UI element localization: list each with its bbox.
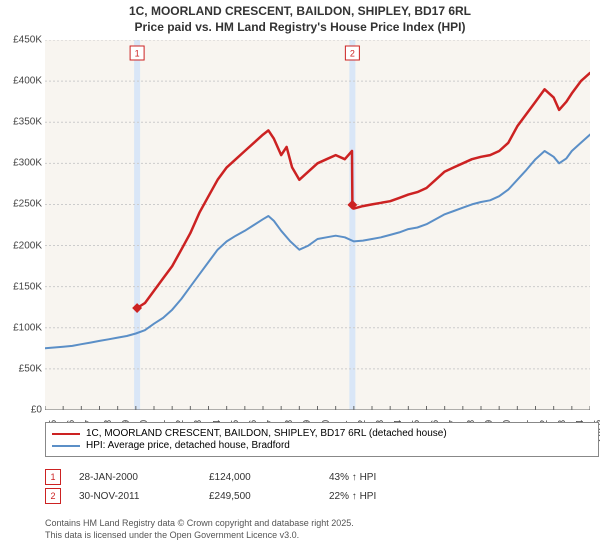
sales-table: 1 28-JAN-2000 £124,000 43% ↑ HPI 2 30-NO… <box>45 466 449 507</box>
svg-text:2: 2 <box>350 49 355 59</box>
y-tick-label: £350K <box>2 117 42 128</box>
y-tick-label: £300K <box>2 158 42 169</box>
title-line-1: 1C, MOORLAND CRESCENT, BAILDON, SHIPLEY,… <box>0 4 600 20</box>
sale-badge-1: 1 <box>45 469 61 485</box>
plot-area: 12 <box>45 40 590 410</box>
sale-date-2: 30-NOV-2011 <box>79 491 209 502</box>
sale-price-2: £249,500 <box>209 491 329 502</box>
y-tick-label: £150K <box>2 281 42 292</box>
y-tick-label: £400K <box>2 76 42 87</box>
svg-text:1: 1 <box>135 49 140 59</box>
sale-delta-1: 43% ↑ HPI <box>329 472 449 483</box>
legend-item-hpi: HPI: Average price, detached house, Brad… <box>52 440 592 451</box>
plot-svg: 12 <box>45 40 590 410</box>
chart-container: 1C, MOORLAND CRESCENT, BAILDON, SHIPLEY,… <box>0 0 600 560</box>
legend-label-hpi: HPI: Average price, detached house, Brad… <box>86 440 290 451</box>
legend: 1C, MOORLAND CRESCENT, BAILDON, SHIPLEY,… <box>45 422 599 457</box>
y-tick-label: £100K <box>2 322 42 333</box>
attribution-line-1: Contains HM Land Registry data © Crown c… <box>45 518 354 530</box>
title-line-2: Price paid vs. HM Land Registry's House … <box>0 20 600 36</box>
sale-price-1: £124,000 <box>209 472 329 483</box>
attribution: Contains HM Land Registry data © Crown c… <box>45 518 354 541</box>
sale-date-1: 28-JAN-2000 <box>79 472 209 483</box>
legend-label-price-paid: 1C, MOORLAND CRESCENT, BAILDON, SHIPLEY,… <box>86 428 447 439</box>
y-tick-label: £250K <box>2 199 42 210</box>
sale-row-2: 2 30-NOV-2011 £249,500 22% ↑ HPI <box>45 488 449 504</box>
y-tick-label: £450K <box>2 35 42 46</box>
y-tick-label: £50K <box>2 363 42 374</box>
sale-delta-2: 22% ↑ HPI <box>329 491 449 502</box>
legend-swatch-hpi <box>52 445 80 447</box>
legend-swatch-price-paid <box>52 433 80 435</box>
legend-item-price-paid: 1C, MOORLAND CRESCENT, BAILDON, SHIPLEY,… <box>52 428 592 439</box>
chart-title: 1C, MOORLAND CRESCENT, BAILDON, SHIPLEY,… <box>0 0 600 35</box>
sale-badge-2: 2 <box>45 488 61 504</box>
attribution-line-2: This data is licensed under the Open Gov… <box>45 530 354 542</box>
y-tick-label: £200K <box>2 240 42 251</box>
sale-row-1: 1 28-JAN-2000 £124,000 43% ↑ HPI <box>45 469 449 485</box>
y-tick-label: £0 <box>2 405 42 416</box>
